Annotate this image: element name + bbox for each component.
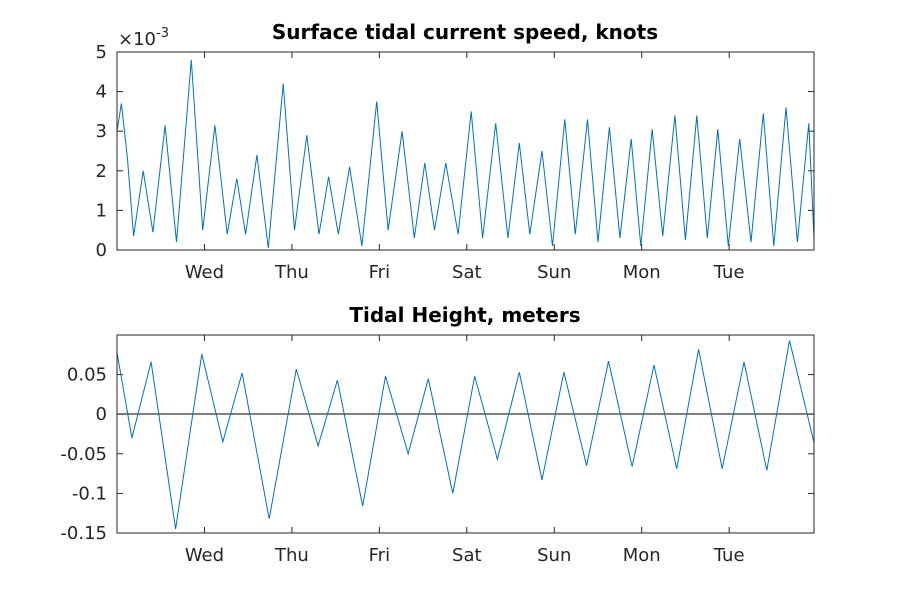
current-speed-x-tick-label: Mon: [623, 262, 661, 283]
y-scale-exponent: -3: [156, 26, 169, 41]
tidal-height-x-tick-label: Thu: [274, 545, 309, 566]
current-speed-line: [116, 59, 815, 249]
tidal-height-x-tick-label: Tue: [713, 545, 745, 566]
current-speed-y-tick-label: 3: [96, 121, 107, 142]
tidal-height-y-tick-label: 0: [96, 404, 107, 425]
current-speed-y-tick-label: 0: [96, 240, 107, 261]
tidal-height-x-tick-label: Mon: [623, 545, 661, 566]
current-speed-y-tick-label: 4: [96, 82, 107, 103]
current-speed-y-tick-label: 2: [96, 161, 107, 182]
current-speed-x-tick-label: Sun: [537, 262, 571, 283]
current-speed-y-tick-label: 5: [96, 42, 107, 63]
tidal-height-panel: Tidal Height, meters -0.15 -0.1 -0.05 0 0.05…: [60, 303, 815, 566]
tidal-height-x-tick-label: Sun: [537, 545, 571, 566]
tidal-height-x-tick-label: Wed: [185, 545, 224, 566]
current-speed-y-tick-label: 1: [96, 200, 107, 221]
y-scale-factor: ×10-3: [118, 26, 169, 50]
current-speed-x-tick-label: Wed: [185, 262, 224, 283]
current-speed-panel: Surface tidal current speed, knots ×10-3…: [96, 20, 815, 283]
tidal-height-x-tick-label: Sat: [452, 545, 482, 566]
current-speed-x-tick-label: Tue: [713, 262, 745, 283]
tidal-height-x-tick-label: Fri: [369, 545, 390, 566]
tidal-height-line: [116, 340, 815, 530]
current-speed-x-tick-label: Fri: [369, 262, 390, 283]
tidal-height-title: Tidal Height, meters: [349, 303, 580, 327]
y-scale-base: ×10: [118, 29, 156, 50]
current-speed-title: Surface tidal current speed, knots: [272, 20, 658, 44]
tidal-height-y-ticks: -0.15 -0.1 -0.05 0 0.05: [60, 365, 814, 544]
current-speed-axes-box: [116, 51, 815, 251]
current-speed-x-ticks: Wed Thu Fri Sat Sun Mon Tue: [185, 52, 745, 283]
current-speed-x-tick-label: Sat: [452, 262, 482, 283]
current-speed-x-tick-label: Thu: [274, 262, 309, 283]
tidal-height-y-tick-label: -0.1: [72, 483, 107, 504]
tidal-height-y-tick-label: -0.15: [60, 523, 107, 544]
tidal-height-x-ticks: Wed Thu Fri Sat Sun Mon Tue: [185, 335, 745, 566]
tidal-height-y-tick-label: 0.05: [67, 365, 107, 386]
tidal-height-y-tick-label: -0.05: [60, 444, 107, 465]
tidal-height-axes-box: [116, 334, 815, 534]
